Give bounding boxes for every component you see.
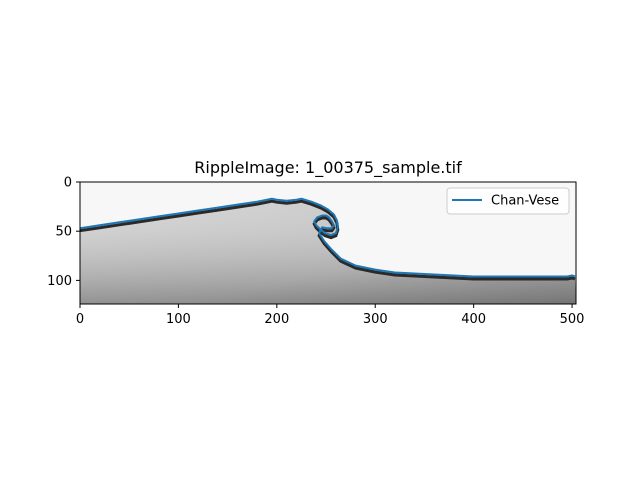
series-layer	[80, 197, 576, 278]
legend-label-chan-vese: Chan-Vese	[491, 194, 559, 209]
x-tick-label: 0	[76, 312, 84, 327]
wave-edge-dark	[80, 199, 576, 281]
axes-frame	[79, 181, 577, 305]
legend-box	[446, 187, 570, 215]
x-tick-label: 400	[461, 312, 486, 327]
y-tick-label: 50	[55, 225, 72, 240]
x-tick-label: 200	[264, 312, 289, 327]
y-tick-label: 0	[64, 176, 72, 191]
chart-title: RippleImage: 1_00375_sample.tif	[194, 158, 462, 178]
x-tick-label: 500	[560, 312, 585, 327]
x-tick-label: 300	[363, 312, 388, 327]
y-tick-label: 100	[47, 274, 72, 289]
x-axis: 0 100 200 300 400 500	[76, 304, 585, 327]
x-tick-label: 100	[166, 312, 191, 327]
y-axis: 0 50 100	[47, 176, 80, 289]
legend: Chan-Vese	[446, 187, 570, 215]
series-line-chan-vese	[80, 197, 576, 278]
